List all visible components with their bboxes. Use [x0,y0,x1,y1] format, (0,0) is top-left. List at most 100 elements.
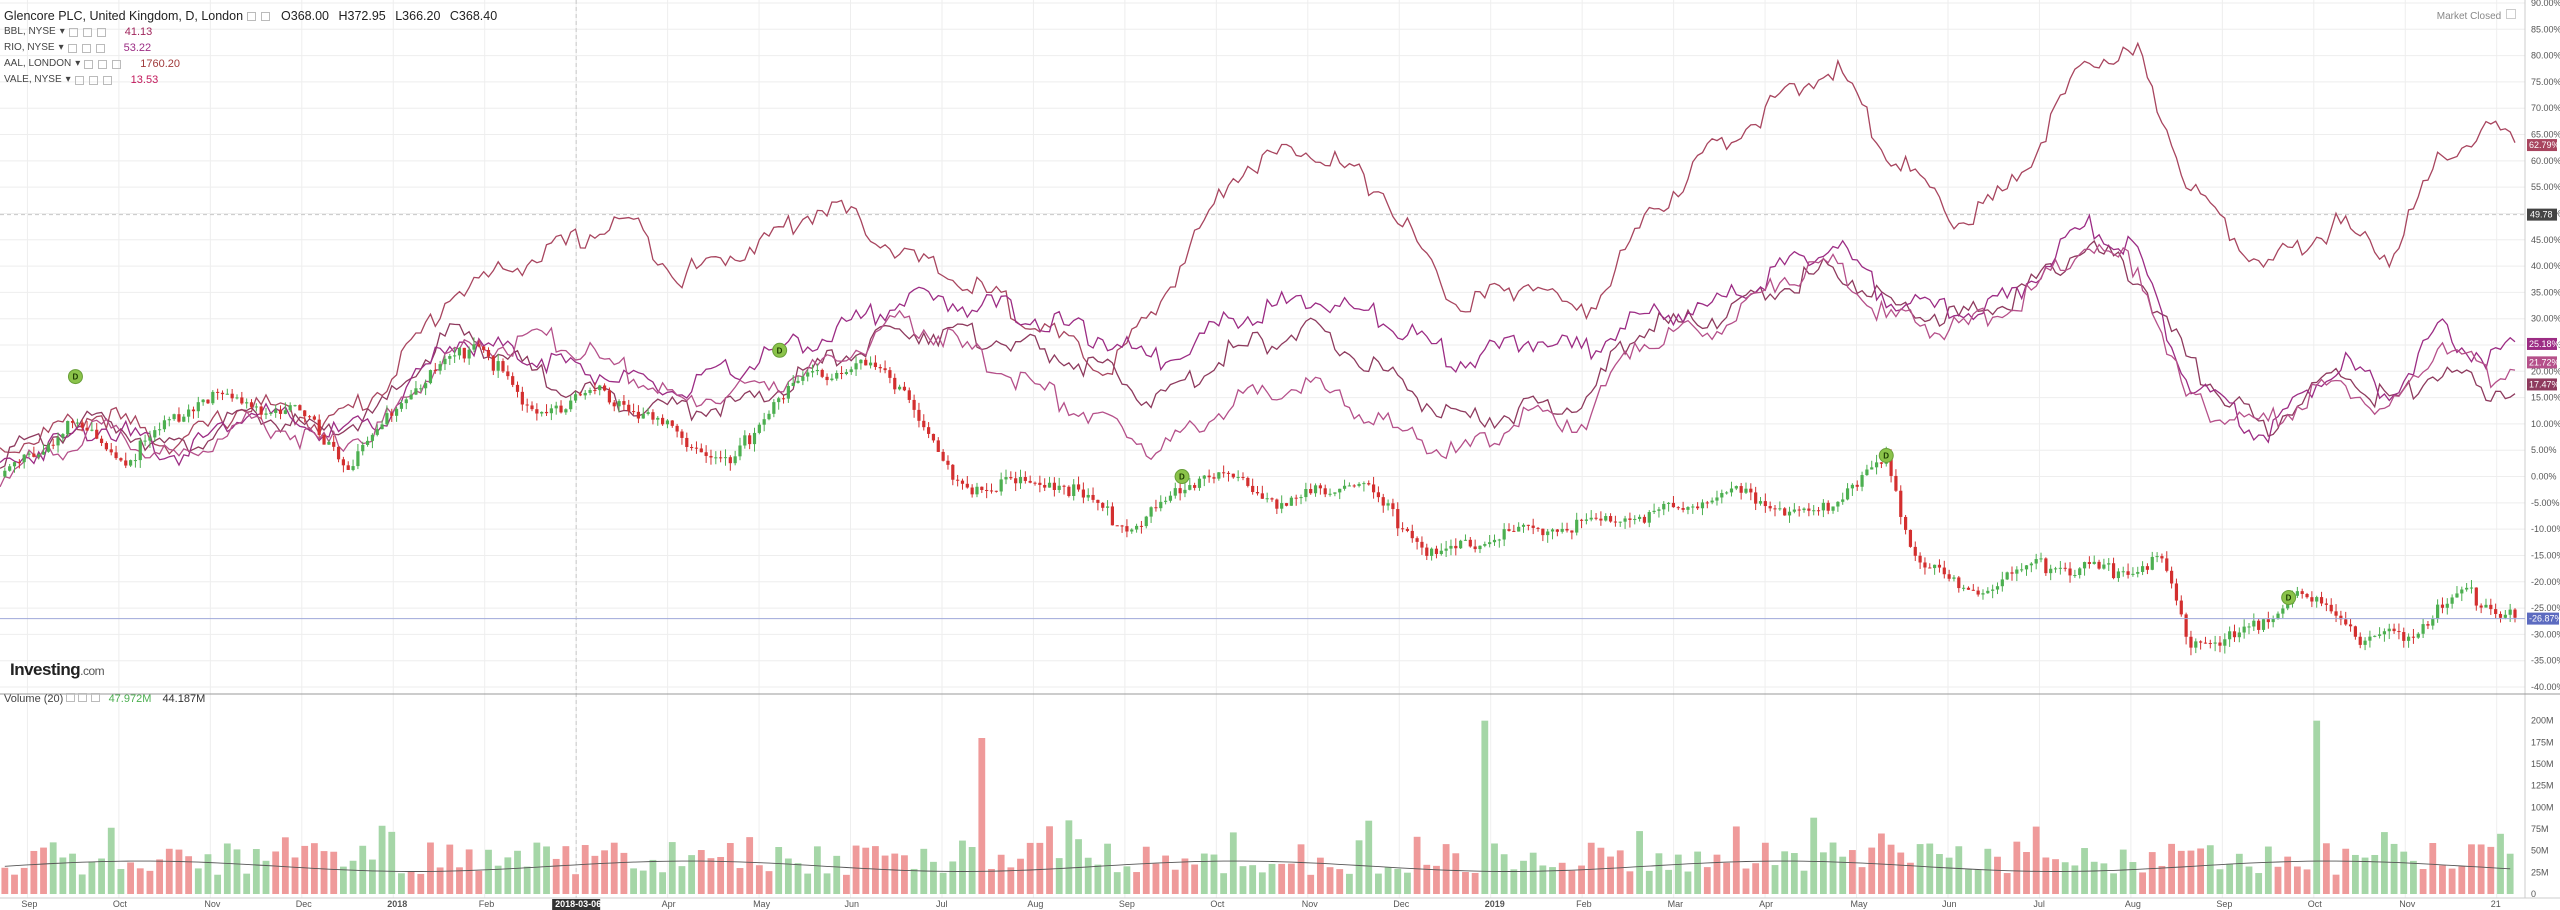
settings-icon[interactable] [66,693,76,702]
candle-body [438,364,442,371]
settings-icon[interactable] [84,59,94,69]
volume-bar [504,857,512,894]
candle-body [2184,614,2188,637]
volume-bar [1965,869,1972,894]
maximize-icon[interactable] [2506,9,2516,19]
volume-bar [349,860,357,894]
volume-bar [175,849,183,894]
volume-bar [514,850,521,894]
candle-body [878,367,882,369]
dividend-marker[interactable] [67,369,83,385]
volume-bar [1926,843,1934,894]
candle-body [1754,492,1758,504]
volume-bar [736,868,744,894]
volume-bar [601,850,608,894]
volume-bar [1162,855,1170,894]
volume-bar [746,837,754,894]
volume-bar [1365,820,1373,894]
settings-icon[interactable] [74,75,84,85]
volume-bar [2439,865,2446,894]
candle-body [1043,484,1047,488]
candle-body [2460,589,2464,594]
candle-body [1371,484,1376,493]
volume-bar [243,873,251,894]
candle-body [211,391,215,404]
compare-value: 13.53 [130,74,159,86]
candle-body [1744,488,1748,493]
settings-icon[interactable] [247,11,257,21]
candle-body [1995,586,2000,590]
close-icon[interactable] [102,75,112,85]
candle-body [424,383,428,389]
settings-icon[interactable] [67,43,77,53]
candle-body [2344,619,2348,625]
volume-bar [1665,869,1673,894]
y-tick-label: 20.00% [2531,366,2560,376]
candle-body [2300,591,2304,594]
volume-bar [1249,865,1257,894]
candle-body [419,388,423,390]
compare-row-rio[interactable]: RIO, NYSE ▾ 53.22 [4,42,152,54]
logo-main: Investing [10,660,81,679]
volume-bar [930,861,937,894]
close-icon[interactable] [96,27,106,37]
volume-legend: Volume (20) 47.972M 44.187M [4,693,205,705]
volume-bar [2032,826,2040,894]
volume-bar [1549,867,1556,894]
hide-icon[interactable] [88,75,98,85]
close-icon[interactable] [90,693,100,702]
candle-body [1957,577,1961,589]
candle-body [196,402,200,412]
volume-bar [949,861,957,894]
close-icon[interactable] [112,59,122,69]
candle-body [312,416,316,420]
dividend-marker[interactable] [2281,590,2297,606]
candle-body [1952,577,1956,579]
hide-icon[interactable] [78,693,88,702]
close-icon[interactable] [95,43,105,53]
dividend-marker[interactable] [1878,447,1894,463]
dividend-marker[interactable] [772,342,788,358]
volume-bar [881,855,889,894]
series-line [0,243,2516,488]
compare-row-bbl[interactable]: BBL, NYSE ▾ 41.13 [4,26,153,38]
volume-bar [2448,868,2456,894]
volume-bar [2235,853,2243,894]
candle-body [2334,611,2338,616]
candle-body [2092,561,2096,564]
hide-icon[interactable] [98,59,108,69]
candle-body [772,402,776,414]
candle-body [544,411,549,414]
candle-body [2474,587,2478,606]
volume-bar [2187,850,2195,894]
compare-label: BBL, NYSE [4,26,56,37]
compare-value: 41.13 [124,26,153,38]
hide-icon[interactable] [261,11,271,21]
dividend-marker[interactable] [1174,469,1190,485]
volume-bar [1723,862,1731,894]
candle-body [414,388,418,395]
hide-icon[interactable] [81,43,91,53]
candle-body [17,462,21,464]
settings-icon[interactable] [68,27,78,37]
candle-body [2024,565,2029,570]
candle-body [2324,603,2328,605]
compare-row-vale[interactable]: VALE, NYSE ▾ 13.53 [4,74,159,86]
candle-body [1207,475,1211,478]
candle-body [767,413,771,420]
candle-body [1517,526,1521,532]
hide-icon[interactable] [82,27,92,37]
candle-body [1057,485,1061,490]
volume-bar [1065,820,1073,894]
y-tick-label: 35.00% [2531,287,2560,297]
volume-bar [910,868,918,894]
candle-body [162,420,167,430]
volume-bar [1858,867,1866,894]
candle-body [1072,484,1076,496]
volume-bar [639,870,647,894]
compare-row-aal[interactable]: AAL, LONDON ▾ 1760.20 [4,58,181,70]
y-tick-label: 15.00% [2531,393,2560,403]
candle-body [370,434,375,441]
candle-body [138,440,142,461]
